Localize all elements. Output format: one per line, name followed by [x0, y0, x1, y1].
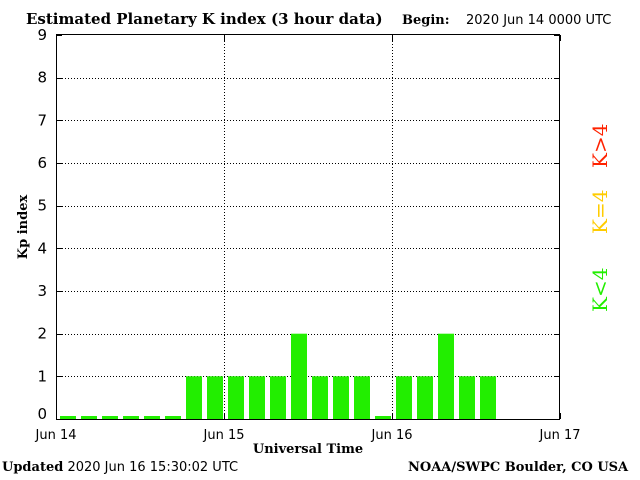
y-axis-label: Kp index [16, 195, 31, 260]
x-tick-label: Jun 16 [371, 428, 413, 443]
chart-title: Estimated Planetary K index (3 hour data… [26, 10, 383, 28]
kp-bar [81, 416, 97, 419]
begin-label: Begin: [402, 13, 450, 28]
y-tick-label: 3 [37, 282, 47, 300]
kp-bar [249, 376, 265, 419]
bar-series [60, 333, 496, 419]
kp-bar [459, 376, 475, 419]
legend-k-above-4: K>4 [588, 123, 612, 168]
kp-bar [228, 376, 244, 419]
kp-bar [60, 416, 76, 419]
y-tick-label: 0 [37, 405, 47, 423]
y-tick-label: 9 [37, 26, 47, 44]
kp-bar [312, 376, 328, 419]
kp-bar [270, 376, 286, 419]
x-tick-labels: Jun 14 Jun 15 Jun 16 Jun 17 [35, 35, 581, 443]
legend-k-equals-4: K=4 [588, 189, 612, 234]
x-tick-label: Jun 14 [35, 428, 77, 443]
y-tick-label: 8 [37, 69, 47, 87]
kp-bar [123, 416, 139, 419]
updated-timestamp: Updated 2020 Jun 16 15:30:02 UTC [2, 460, 238, 475]
y-tick-label: 6 [37, 154, 47, 172]
credit-text: NOAA/SWPC Boulder, CO USA [408, 460, 629, 475]
updated-label: Updated [2, 460, 64, 475]
kp-bar [375, 416, 391, 419]
kp-bar [396, 376, 412, 419]
y-tick-label: 4 [37, 239, 47, 257]
y-tick-label: 7 [37, 111, 47, 129]
kp-bar [438, 333, 454, 419]
kp-bar [291, 333, 307, 419]
kp-bar [354, 376, 370, 419]
kp-bar [144, 416, 160, 419]
kp-bar [102, 416, 118, 419]
kp-bar [207, 376, 223, 419]
kp-chart: 0 1 2 3 4 5 6 7 8 9 Jun 14 Jun 15 Jun 16 Jun 17 Univ… [16, 26, 581, 457]
y-tick-labels: 0 1 2 3 4 5 6 7 8 9 [37, 26, 560, 423]
grid-lines [56, 35, 560, 419]
y-tick-label: 5 [37, 197, 47, 215]
y-tick-label: 2 [37, 325, 47, 343]
begin-value: 2020 Jun 14 0000 UTC [466, 13, 612, 28]
kp-bar [333, 376, 349, 419]
plot-frame [56, 34, 560, 420]
x-tick-label: Jun 17 [539, 428, 581, 443]
x-axis-label: Universal Time [253, 442, 363, 457]
legend-k-below-4: K<4 [588, 267, 612, 312]
kp-bar [186, 376, 202, 419]
kp-bar [165, 416, 181, 419]
y-tick-label: 1 [37, 367, 47, 385]
x-tick-label: Jun 15 [203, 428, 245, 443]
kp-bar [480, 376, 496, 419]
updated-value: 2020 Jun 16 15:30:02 UTC [67, 460, 239, 475]
kp-bar [417, 376, 433, 419]
